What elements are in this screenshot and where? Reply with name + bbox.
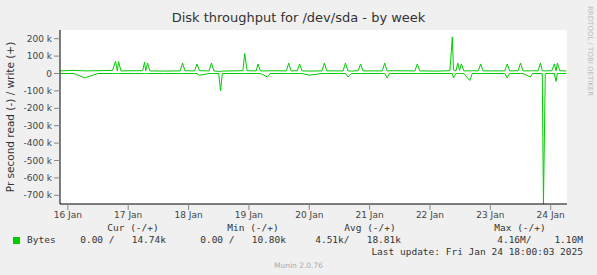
html-text:Disk throughput for /dev/sda -: Disk throughput for /dev/sda - by week — [171, 10, 426, 25]
svg-text:-700 k: -700 k — [24, 190, 53, 200]
html-text:0.00 / 10.80k: 0.00 / 10.80k — [200, 234, 286, 245]
svg-text:23 Jan: 23 Jan — [476, 210, 504, 220]
svg-text:-400 k: -400 k — [24, 138, 53, 148]
svg-text:200 k: 200 k — [27, 34, 53, 44]
svg-text:0: 0 — [46, 69, 52, 79]
html-text:Max (-/+): Max (-/+) — [494, 222, 546, 233]
svg-text:24 Jan: 24 Jan — [537, 210, 565, 220]
svg-text:100 k: 100 k — [27, 51, 53, 61]
html-text:RRDTOOL / TOBI OETIKER: RRDTOOL / TOBI OETIKER — [586, 6, 594, 97]
html-text:Min (-/+): Min (-/+) — [227, 222, 279, 233]
svg-text:20 Jan: 20 Jan — [295, 210, 323, 220]
svg-text:-200 k: -200 k — [24, 103, 53, 113]
html-text:Bytes: Bytes — [27, 234, 56, 245]
svg-text:-600 k: -600 k — [24, 173, 53, 183]
html-text:Pr second read (-) / write (+): Pr second read (-) / write (+) — [4, 41, 16, 193]
html-text:Avg (-/+): Avg (-/+) — [344, 222, 396, 233]
svg-text:-500 k: -500 k — [24, 156, 53, 166]
svg-text:-100 k: -100 k — [24, 86, 53, 96]
svg-text:18 Jan: 18 Jan — [174, 210, 202, 220]
html-text:Munin 2.0.76: Munin 2.0.76 — [274, 261, 323, 270]
html-text:Cur (-/+): Cur (-/+) — [107, 222, 159, 233]
svg-text:22 Jan: 22 Jan — [416, 210, 444, 220]
svg-text:16 Jan: 16 Jan — [54, 210, 82, 220]
svg-text:-300 k: -300 k — [24, 121, 53, 131]
html-text:4.16M/ 1.10M: 4.16M/ 1.10M — [497, 234, 583, 245]
html-text:0.00 / 14.74k: 0.00 / 14.74k — [80, 234, 166, 245]
html-text:Last update: Fri Jan 24 18:00:: Last update: Fri Jan 24 18:00:03 2025 — [371, 246, 583, 257]
svg-text:17 Jan: 17 Jan — [114, 210, 142, 220]
svg-text:21 Jan: 21 Jan — [356, 210, 384, 220]
svg-text:19 Jan: 19 Jan — [235, 210, 263, 220]
html-text:4.51k/ 18.81k: 4.51k/ 18.81k — [315, 234, 401, 245]
